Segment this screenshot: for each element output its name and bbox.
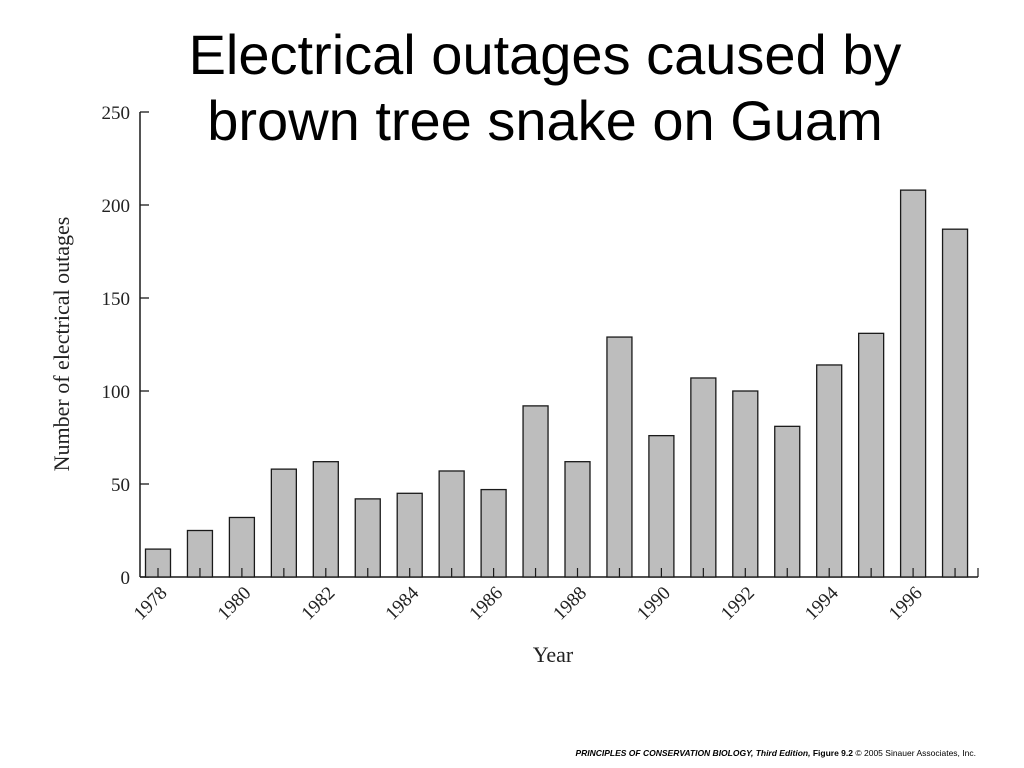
bar-1982 [312,461,339,578]
y-tick-label: 0 [121,568,131,589]
x-tick-label: 1980 [214,583,256,625]
y-tick-label: 150 [102,289,131,310]
bar-1990 [648,434,675,578]
credit-copyright: © 2005 Sinauer Associates, Inc. [855,748,976,758]
bar-1980 [228,516,256,578]
credit-book-title: PRINCIPLES OF CONSERVATION BIOLOGY, Thir… [575,748,811,758]
x-tick-label: 1994 [801,582,843,624]
x-tick-label: 1982 [298,583,340,625]
bar-1987 [522,405,549,578]
bar-1988 [564,461,591,578]
x-axis-title: Year [533,642,574,667]
figure-credit: PRINCIPLES OF CONSERVATION BIOLOGY, Thir… [575,748,976,758]
slide-title: Electrical outages caused by brown tree … [100,22,990,154]
bar-1997 [941,228,969,578]
y-tick-label: 100 [102,382,131,403]
x-tick-label: 1986 [465,583,507,625]
title-line-1: Electrical outages caused by [188,23,902,86]
bar-1994 [816,364,843,578]
bar-1992 [732,390,759,578]
y-tick-label: 50 [111,475,130,496]
x-tick-label: 1978 [130,583,172,625]
bar-1983 [354,498,381,578]
x-tick-label: 1990 [633,583,675,625]
x-tick-label: 1984 [382,582,424,624]
bar-1986 [480,488,507,578]
bar-1981 [270,468,298,578]
bar-1993 [774,425,801,578]
x-tick-label: 1992 [717,583,759,625]
credit-figure-number: Figure 9.2 [812,748,853,758]
bar-1996 [899,189,927,578]
title-line-2: brown tree snake on Guam [207,89,883,152]
x-tick-label: 1988 [549,583,591,625]
y-tick-label: 250 [102,103,131,124]
bar-1991 [690,377,717,578]
y-axis-title: Number of electrical outages [49,217,74,472]
bar-1984 [396,492,423,578]
bar-1989 [606,336,633,578]
x-tick-label: 1996 [885,583,927,625]
bar-1995 [858,332,885,578]
bar-1985 [438,470,465,578]
y-tick-label: 200 [102,196,131,217]
